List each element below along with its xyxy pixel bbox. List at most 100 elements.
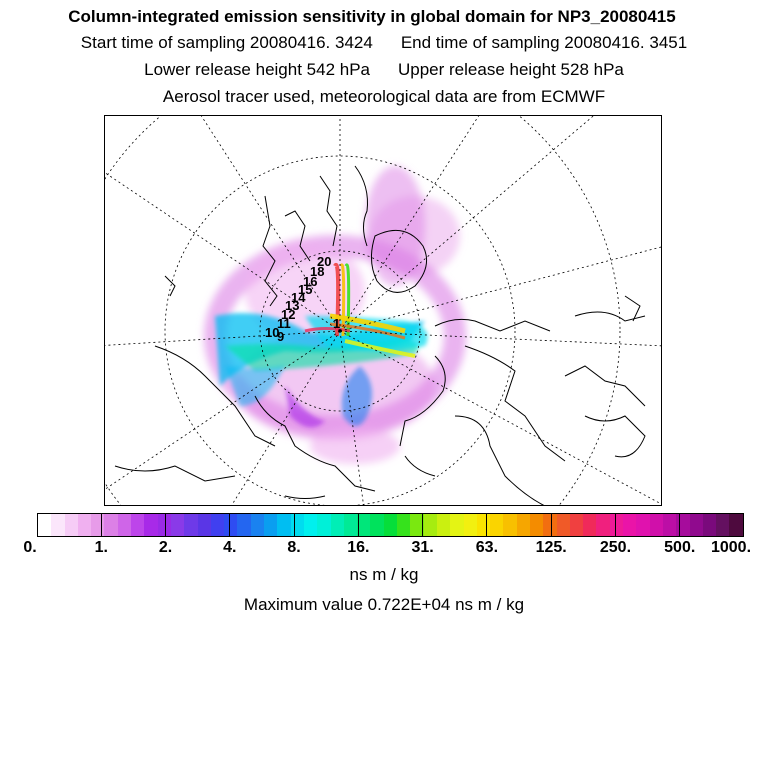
- colorbar: [37, 513, 744, 537]
- plot-title: Column-integrated emission sensitivity i…: [68, 7, 676, 26]
- colorbar-swatch: [503, 514, 517, 536]
- colorbar-tick: [100, 513, 102, 537]
- track-label: 11: [277, 316, 291, 331]
- colorbar-swatch: [157, 514, 171, 536]
- colorbar-swatch: [636, 514, 650, 536]
- track-label: 13: [285, 298, 299, 313]
- colorbar-label: 0.: [23, 539, 37, 556]
- colorbar-swatch: [264, 514, 278, 536]
- track-label: 18: [310, 264, 324, 279]
- release-height-line: Lower release height 542 hPa Upper releas…: [0, 59, 768, 81]
- track-labels: 20 18 16 15 14 13 12 11 10 9 1: [265, 254, 340, 344]
- coastlines: [114, 165, 646, 505]
- colorbar-swatch: [436, 514, 451, 536]
- track-label: 20: [317, 254, 331, 269]
- colorbar-swatch: [609, 514, 624, 536]
- colorbar-swatch: [317, 514, 331, 536]
- colorbar-swatch: [144, 514, 158, 536]
- colorbar-swatch: [237, 514, 251, 536]
- sensitivity-plume: [204, 166, 466, 464]
- track-label: 1: [333, 316, 340, 331]
- colorbar-swatch: [569, 514, 584, 536]
- colorbar-label: 63.: [475, 539, 499, 556]
- colorbar-tick: [293, 513, 295, 537]
- colorbar-swatch: [383, 514, 398, 536]
- map-canvas: 20 18 16 15 14 13 12 11 10 9 1: [105, 116, 661, 505]
- colorbar-swatch: [702, 514, 717, 536]
- colorbar-swatch: [463, 514, 477, 536]
- lower-release-height: Lower release height 542 hPa: [144, 60, 370, 79]
- colorbar-swatch: [357, 514, 371, 536]
- tracer-info: Aerosol tracer used, meteorological data…: [162, 87, 606, 106]
- colorbar-swatch: [529, 514, 544, 536]
- colorbar-swatch: [410, 514, 424, 536]
- colorbar-swatch: [649, 514, 663, 536]
- colorbar-swatch: [104, 514, 118, 536]
- track-label: 15: [298, 282, 312, 297]
- colorbar-swatch: [77, 514, 92, 536]
- colorbar-tick: [550, 513, 552, 537]
- graticule: [105, 116, 661, 505]
- colorbar-swatch: [476, 514, 491, 536]
- colorbar-swatch: [117, 514, 132, 536]
- colorbar-swatch: [131, 514, 145, 536]
- colorbar-swatch: [277, 514, 291, 536]
- colorbar-swatch: [197, 514, 211, 536]
- colorbar-swatch: [397, 514, 411, 536]
- colorbar-swatch: [583, 514, 597, 536]
- colorbar-swatch: [689, 514, 703, 536]
- colorbar-swatch: [450, 514, 464, 536]
- track-label: 12: [281, 307, 295, 322]
- sensitivity-map: 20 18 16 15 14 13 12 11 10 9 1: [104, 115, 662, 506]
- colorbar-swatch: [184, 514, 198, 536]
- colorbar-tick: [614, 513, 616, 537]
- colorbar-label: 125.: [535, 539, 567, 556]
- colorbar-unit: ns m / kg: [349, 565, 419, 584]
- colorbar-swatch: [596, 514, 610, 536]
- colorbar-swatch: [370, 514, 384, 536]
- colorbar-label: 31.: [411, 539, 434, 556]
- colorbar-tick: [357, 513, 359, 537]
- colorbar-swatch: [210, 514, 225, 536]
- track-label: 10: [265, 325, 279, 340]
- colorbar-label: 16.: [347, 539, 370, 556]
- end-time: End time of sampling 20080416. 3451: [400, 33, 688, 52]
- colorbar-swatch: [51, 514, 65, 536]
- colorbar-swatch: [170, 514, 185, 536]
- colorbar-label: 8.: [287, 539, 301, 556]
- colorbar-label: 1000.: [710, 539, 752, 556]
- colorbar-tick: [486, 513, 488, 537]
- maximum-value: Maximum value 0.722E+04 ns m / kg: [243, 595, 525, 614]
- colorbar-label: 500.: [664, 539, 696, 556]
- colorbar-swatch: [716, 514, 730, 536]
- colorbar-swatch: [423, 514, 437, 536]
- colorbar-swatch: [623, 514, 637, 536]
- colorbar-swatch: [91, 514, 105, 536]
- colorbar-swatch: [662, 514, 677, 536]
- colorbar-tick: [165, 513, 167, 537]
- colorbar-tick: [422, 513, 424, 537]
- colorbar-swatch: [64, 514, 78, 536]
- colorbar-swatch: [729, 514, 743, 536]
- upper-release-height: Upper release height 528 hPa: [398, 60, 624, 79]
- colorbar-swatch: [330, 514, 344, 536]
- colorbar-swatch: [343, 514, 358, 536]
- colorbar-swatch: [516, 514, 530, 536]
- colorbar-swatch: [490, 514, 504, 536]
- colorbar-swatch: [38, 514, 52, 536]
- colorbar-swatch: [224, 514, 238, 536]
- colorbar-label: 250.: [599, 539, 632, 556]
- colorbar-swatch: [303, 514, 318, 536]
- colorbar-tick: [229, 513, 231, 537]
- colorbar-swatch: [556, 514, 570, 536]
- colorbar-label: 2.: [158, 539, 173, 556]
- colorbar-label: 4.: [223, 539, 237, 556]
- track-label: 16: [303, 274, 317, 289]
- colorbar-swatch: [543, 514, 557, 536]
- colorbar-tick: [679, 513, 681, 537]
- colorbar-swatch: [250, 514, 265, 536]
- start-time: Start time of sampling 20080416. 3424: [80, 33, 373, 52]
- track-label: 14: [291, 290, 306, 305]
- sampling-time-line: Start time of sampling 20080416. 3424 End…: [0, 32, 768, 54]
- colorbar-label: 1.: [94, 539, 108, 556]
